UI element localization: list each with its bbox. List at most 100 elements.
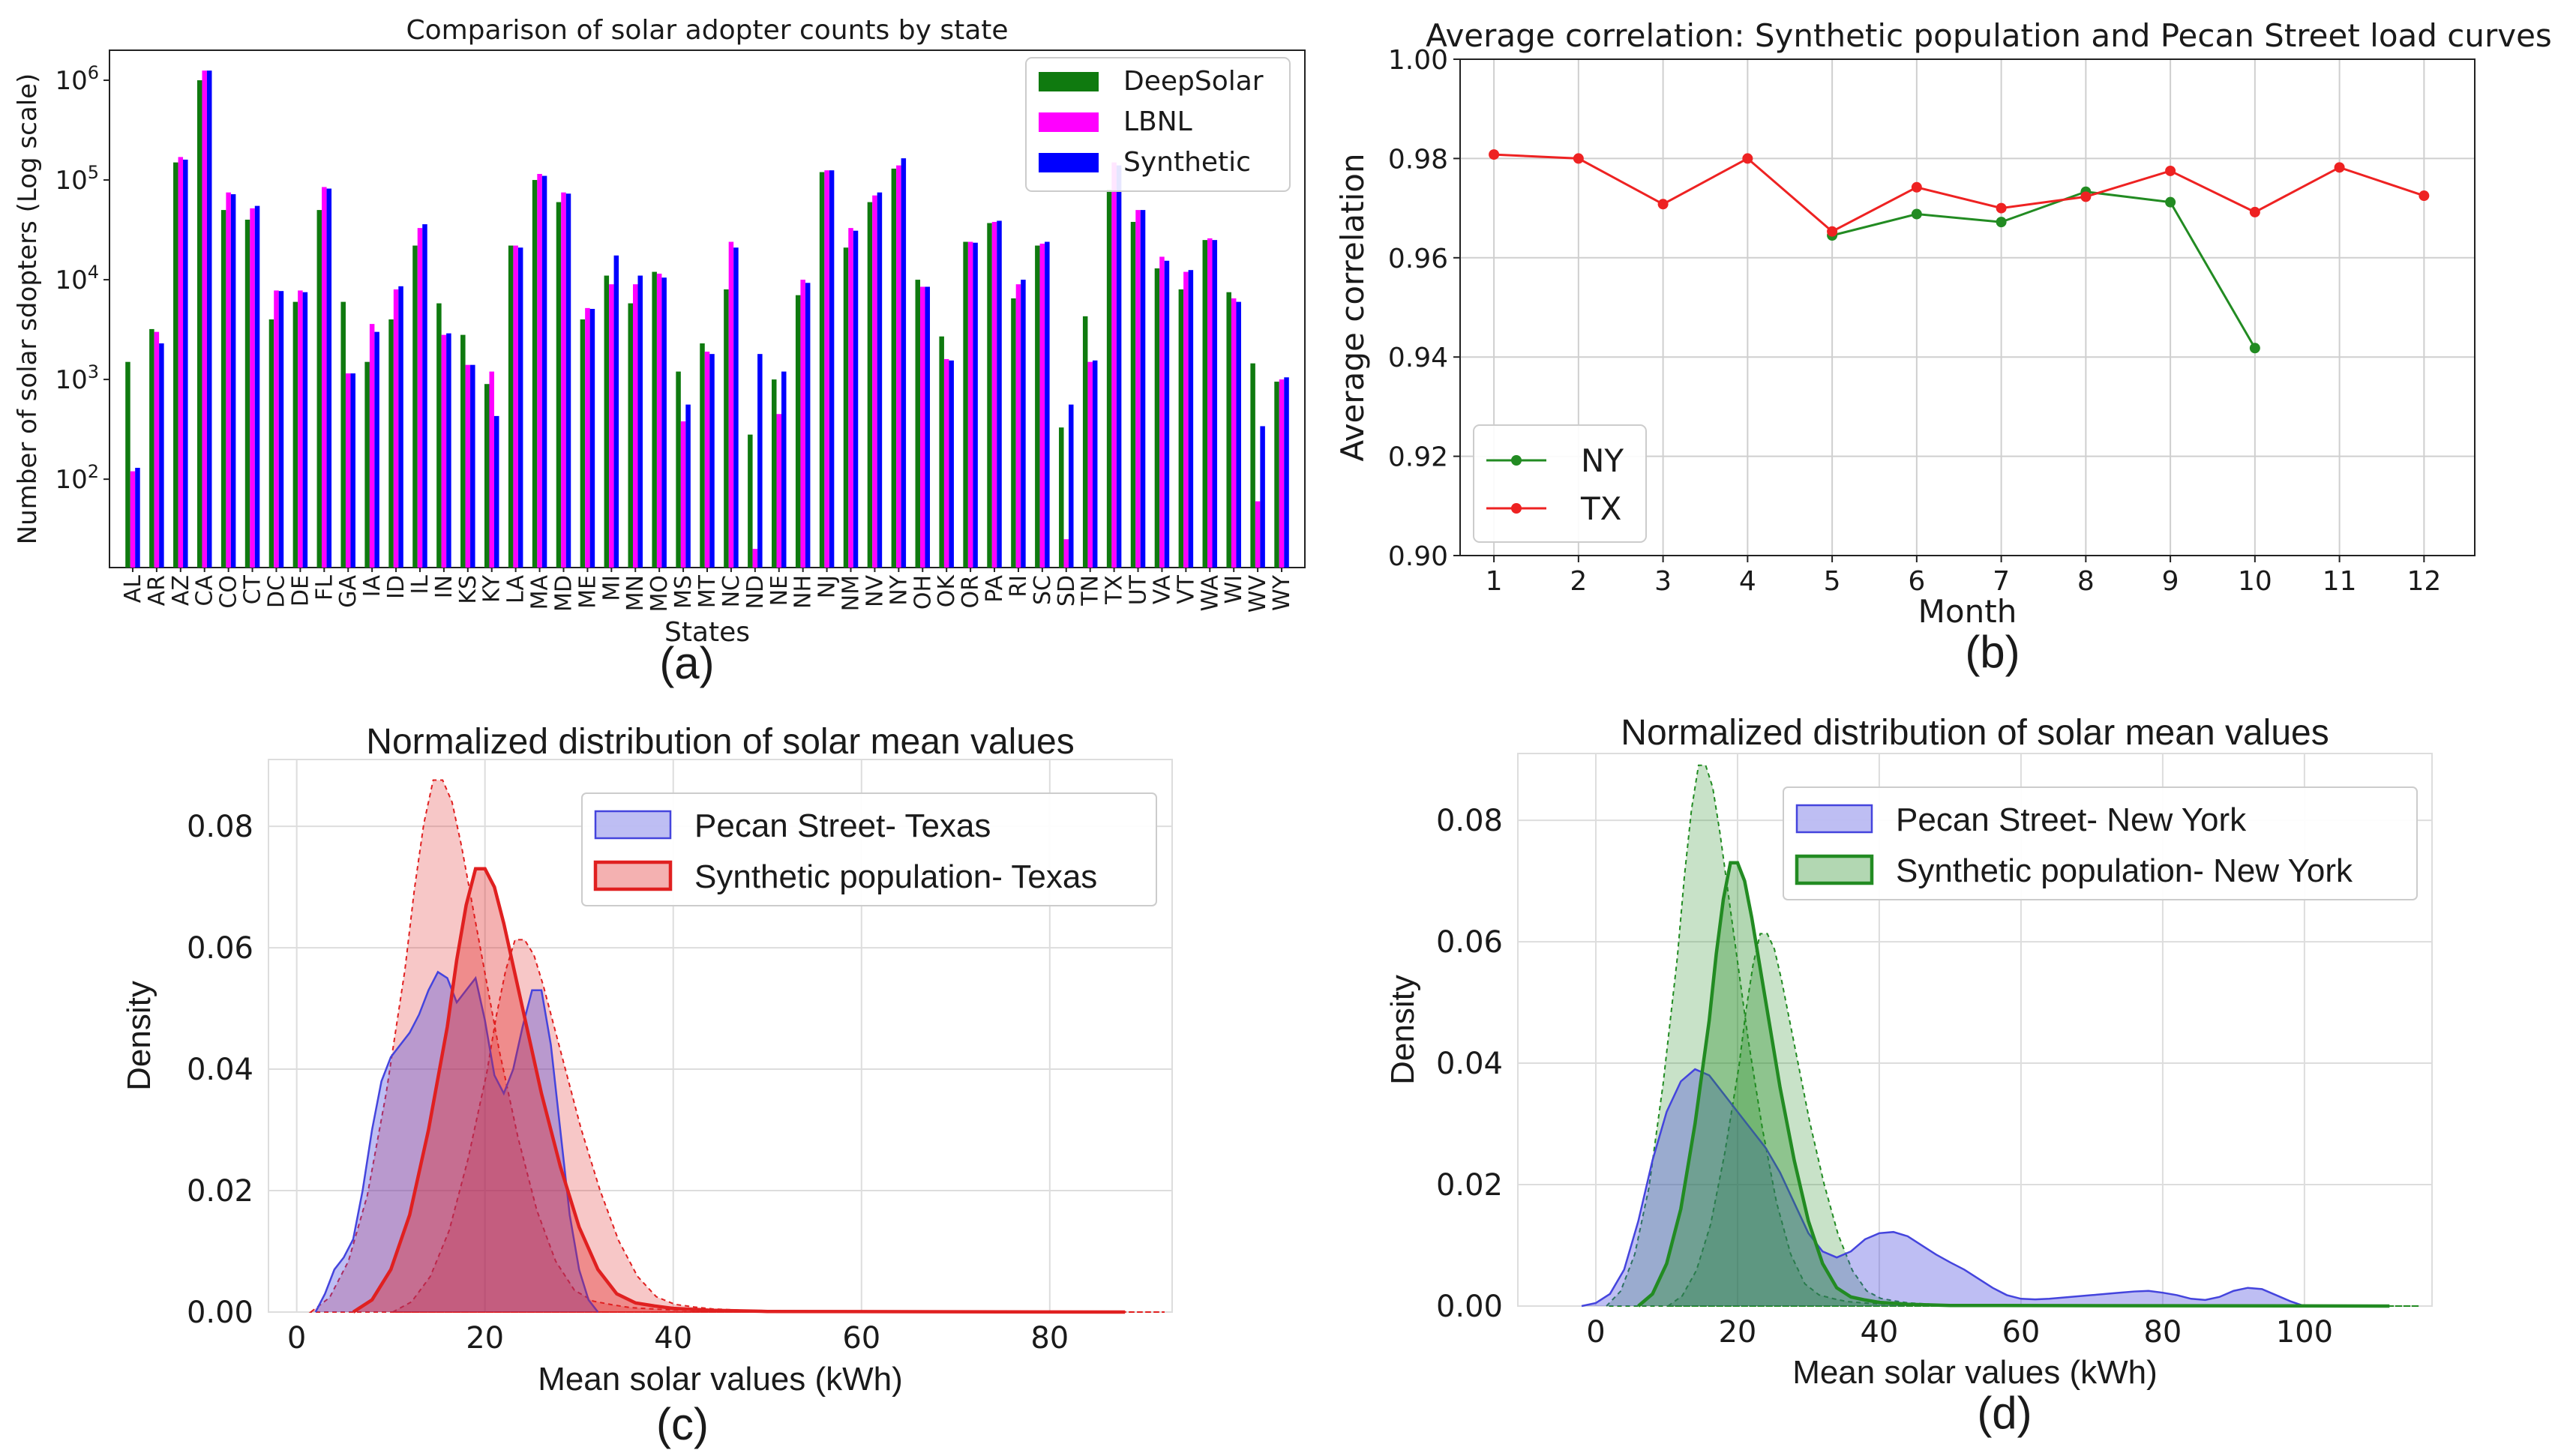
density-area-secondary xyxy=(1604,764,2358,1307)
bar-deepsolar-ca xyxy=(196,80,202,568)
bar-lbnl-ms xyxy=(680,421,686,568)
bar-synthetic-ny xyxy=(901,158,907,568)
bar-deepsolar-nv xyxy=(867,202,873,568)
point-tx-month-10 xyxy=(2249,206,2260,217)
bar-deepsolar-tx xyxy=(1106,189,1112,568)
x-tick-label-7: 7 xyxy=(1993,566,2010,597)
bar-synthetic-ky xyxy=(493,415,499,568)
x-tick-label-nd: ND xyxy=(742,575,769,610)
x-tick-label-il: IL xyxy=(407,575,433,595)
bar-deepsolar-ny xyxy=(891,168,897,568)
x-tick-label-az: AZ xyxy=(168,575,194,606)
panel-caption-d: (d) xyxy=(1977,1388,2032,1438)
bar-deepsolar-il xyxy=(412,245,418,568)
x-tick-label-80: 80 xyxy=(1030,1321,1069,1356)
bar-synthetic-mi xyxy=(613,255,619,568)
bar-synthetic-nv xyxy=(877,192,883,568)
x-tick-label-va: VA xyxy=(1149,575,1175,605)
bar-deepsolar-wv xyxy=(1250,363,1255,568)
x-tick-label-2: 2 xyxy=(1570,566,1587,597)
bar-deepsolar-ga xyxy=(340,301,346,568)
bar-deepsolar-ms xyxy=(676,371,681,568)
bar-deepsolar-wy xyxy=(1274,382,1279,568)
x-tick-label-wa: WA xyxy=(1197,575,1223,612)
x-tick-label-fl: FL xyxy=(311,575,337,601)
bar-deepsolar-la xyxy=(508,245,514,568)
bar-lbnl-id xyxy=(393,289,399,568)
x-tick-label-ia: IA xyxy=(359,575,385,598)
y-axis-label: Average correlation xyxy=(1334,153,1371,461)
bar-synthetic-oh xyxy=(925,286,931,568)
bar-lbnl-co xyxy=(226,192,231,568)
x-tick-label-nc: NC xyxy=(718,575,745,607)
bar-synthetic-or xyxy=(973,242,978,568)
chart-title: Normalized distribution of solar mean va… xyxy=(366,722,1074,762)
bar-lbnl-sc xyxy=(1039,243,1045,568)
bar-lbnl-or xyxy=(967,241,973,568)
bar-synthetic-ne xyxy=(781,371,787,568)
bar-lbnl-wi xyxy=(1231,298,1237,568)
y-tick-label: 0.98 xyxy=(1388,144,1448,175)
bar-deepsolar-mo xyxy=(652,271,657,568)
point-ny-month-6 xyxy=(1911,208,1922,220)
bar-synthetic-nm xyxy=(853,230,859,568)
bar-deepsolar-sd xyxy=(1059,427,1064,568)
x-tick-label-mt: MT xyxy=(694,574,721,608)
point-tx-month-2 xyxy=(1573,153,1584,164)
x-tick-label-co: CO xyxy=(216,575,242,609)
x-tick-label-3: 3 xyxy=(1654,566,1672,597)
x-tick-label-sd: SD xyxy=(1054,575,1080,607)
bar-synthetic-mo xyxy=(661,277,667,568)
y-tick-label: 0.06 xyxy=(187,931,253,966)
bar-deepsolar-co xyxy=(220,210,226,568)
x-tick-label-12: 12 xyxy=(2407,566,2441,597)
bar-synthetic-pa xyxy=(997,220,1002,568)
y-tick-label: 0.08 xyxy=(187,810,253,844)
legend-label-1: Synthetic population- New York xyxy=(1896,852,2353,889)
bar-lbnl-nv xyxy=(872,195,877,568)
x-tick-label-oh: OH xyxy=(910,575,936,610)
bar-deepsolar-ok xyxy=(939,336,944,568)
bar-lbnl-mo xyxy=(656,274,662,568)
bar-synthetic-de xyxy=(302,292,308,568)
bar-synthetic-nc xyxy=(733,247,739,568)
bar-synthetic-ks xyxy=(470,364,475,568)
x-tick-label-id: ID xyxy=(383,575,409,599)
legend-label-0: Pecan Street- New York xyxy=(1896,801,2247,838)
bar-synthetic-dc xyxy=(278,291,284,568)
bar-lbnl-ga xyxy=(345,373,351,568)
x-tick-label-60: 60 xyxy=(2002,1315,2040,1350)
y-tick-label: 0.02 xyxy=(187,1174,253,1209)
x-tick-label-wv: WV xyxy=(1245,575,1271,613)
line-ny xyxy=(1831,190,2257,349)
density-fill-0 xyxy=(1582,1069,2305,1306)
density-curve-1 xyxy=(352,867,1126,1314)
x-tick-label-ok: OK xyxy=(934,574,960,608)
x-tick-label-5: 5 xyxy=(1824,566,1841,597)
bar-lbnl-sd xyxy=(1063,539,1069,568)
point-tx-month-8 xyxy=(2080,191,2092,202)
y-tick-label: 0.94 xyxy=(1388,343,1448,373)
bar-deepsolar-ky xyxy=(484,384,490,568)
bar-lbnl-ar xyxy=(154,331,160,568)
plot-frame xyxy=(1459,58,2476,556)
bar-lbnl-ri xyxy=(1015,284,1021,568)
bar-deepsolar-oh xyxy=(915,280,921,568)
bar-lbnl-nj xyxy=(824,170,829,568)
point-tx-month-9 xyxy=(2165,165,2176,176)
legend-label-lbnl: LBNL xyxy=(1123,106,1192,137)
x-axis-label: Mean solar values (kWh) xyxy=(1792,1354,2158,1391)
bar-synthetic-id xyxy=(398,286,403,568)
panel-a-bar-chart: Comparison of solar adopter counts by st… xyxy=(13,15,1306,648)
y-axis-label: Number of solar sdopters (Log scale) xyxy=(13,73,43,545)
legend-swatch-synthetic xyxy=(1039,153,1099,172)
point-tx-month-12 xyxy=(2419,190,2430,202)
x-tick-label-tn: TN xyxy=(1078,575,1104,607)
x-tick-label-dc: DC xyxy=(263,575,289,608)
y-tick-label: 0.02 xyxy=(1436,1168,1503,1203)
legend-marker-ny xyxy=(1511,455,1522,466)
panel-caption-b: (b) xyxy=(1965,627,2020,677)
panel-captions: (a) (b) (c) (d) xyxy=(656,627,2032,1449)
y-tick-label: 0.90 xyxy=(1388,541,1448,572)
y-tick-label: 106 xyxy=(55,62,99,96)
